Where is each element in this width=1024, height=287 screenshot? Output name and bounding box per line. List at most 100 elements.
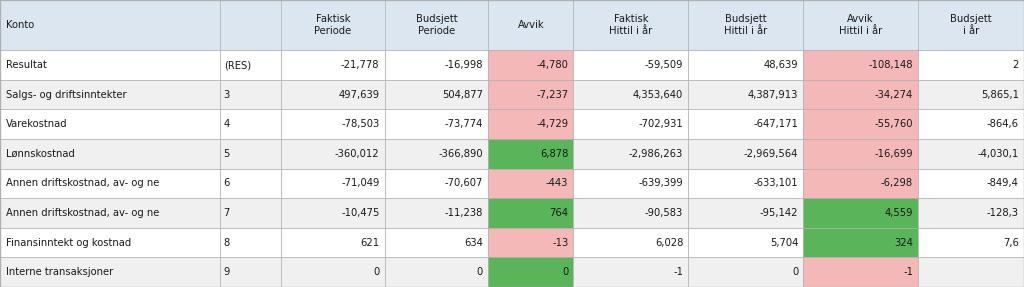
Bar [0, 198, 219, 228]
Text: Varekostnad: Varekostnad [6, 119, 68, 129]
Text: -21,778: -21,778 [341, 60, 380, 70]
Bar [688, 139, 803, 169]
Bar [219, 139, 281, 169]
Bar [803, 228, 919, 257]
Text: 6,028: 6,028 [655, 238, 683, 248]
Bar [488, 257, 573, 287]
Text: 48,639: 48,639 [764, 60, 798, 70]
Text: -16,699: -16,699 [874, 149, 913, 159]
Bar [688, 50, 803, 80]
Text: 9: 9 [223, 267, 230, 277]
Text: Budsjett
Periode: Budsjett Periode [416, 14, 457, 36]
Bar [803, 198, 919, 228]
Text: -70,607: -70,607 [444, 179, 483, 188]
Bar [688, 0, 803, 50]
Bar [688, 257, 803, 287]
Bar [0, 168, 219, 198]
Text: -633,101: -633,101 [754, 179, 798, 188]
Text: 634: 634 [464, 238, 483, 248]
Bar [219, 168, 281, 198]
Bar [219, 198, 281, 228]
Bar [281, 109, 385, 139]
Text: -360,012: -360,012 [335, 149, 380, 159]
Text: -73,774: -73,774 [444, 119, 483, 129]
Bar [803, 257, 919, 287]
Bar [0, 50, 219, 80]
Bar [281, 228, 385, 257]
Text: -702,931: -702,931 [639, 119, 683, 129]
Text: 6: 6 [223, 179, 230, 188]
Bar [385, 168, 488, 198]
Bar [919, 109, 1024, 139]
Text: -4,729: -4,729 [537, 119, 568, 129]
Text: 3: 3 [223, 90, 230, 100]
Text: -4,780: -4,780 [537, 60, 568, 70]
Text: 0: 0 [792, 267, 798, 277]
Text: 6,878: 6,878 [540, 149, 568, 159]
Text: 2: 2 [1013, 60, 1019, 70]
Bar [385, 139, 488, 169]
Text: 4: 4 [223, 119, 230, 129]
Bar [281, 168, 385, 198]
Text: 497,639: 497,639 [338, 90, 380, 100]
Bar [385, 257, 488, 287]
Text: Faktisk
Hittil i år: Faktisk Hittil i år [609, 14, 652, 36]
Bar [488, 168, 573, 198]
Bar [219, 80, 281, 109]
Text: -1: -1 [903, 267, 913, 277]
Text: Annen driftskostnad, av- og ne: Annen driftskostnad, av- og ne [6, 208, 160, 218]
Bar [0, 0, 219, 50]
Text: 4,353,640: 4,353,640 [633, 90, 683, 100]
Text: 5,865,1: 5,865,1 [981, 90, 1019, 100]
Text: Konto: Konto [6, 20, 35, 30]
Bar [488, 80, 573, 109]
Bar [573, 80, 688, 109]
Bar [219, 257, 281, 287]
Bar [219, 109, 281, 139]
Text: 0: 0 [373, 267, 380, 277]
Bar [281, 139, 385, 169]
Bar [803, 50, 919, 80]
Text: -7,237: -7,237 [537, 90, 568, 100]
Text: 8: 8 [223, 238, 230, 248]
Bar [803, 139, 919, 169]
Bar [919, 139, 1024, 169]
Text: 324: 324 [894, 238, 913, 248]
Bar [919, 168, 1024, 198]
Text: Finansinntekt og kostnad: Finansinntekt og kostnad [6, 238, 131, 248]
Bar [803, 168, 919, 198]
Bar [219, 0, 281, 50]
Text: Avvik
Hittil i år: Avvik Hittil i år [839, 14, 883, 36]
Bar [488, 228, 573, 257]
Text: -2,969,564: -2,969,564 [743, 149, 798, 159]
Text: 504,877: 504,877 [442, 90, 483, 100]
Bar [0, 80, 219, 109]
Text: -443: -443 [546, 179, 568, 188]
Text: -639,399: -639,399 [639, 179, 683, 188]
Bar [919, 80, 1024, 109]
Bar [385, 228, 488, 257]
Text: -16,998: -16,998 [444, 60, 483, 70]
Bar [488, 139, 573, 169]
Bar [919, 257, 1024, 287]
Text: -34,274: -34,274 [874, 90, 913, 100]
Text: Annen driftskostnad, av- og ne: Annen driftskostnad, av- og ne [6, 179, 160, 188]
Text: 621: 621 [360, 238, 380, 248]
Text: 0: 0 [477, 267, 483, 277]
Bar [385, 50, 488, 80]
Text: Avvik: Avvik [517, 20, 544, 30]
Bar [0, 257, 219, 287]
Text: -90,583: -90,583 [645, 208, 683, 218]
Text: -95,142: -95,142 [760, 208, 798, 218]
Bar [803, 80, 919, 109]
Text: 764: 764 [549, 208, 568, 218]
Bar [281, 0, 385, 50]
Bar [488, 0, 573, 50]
Text: -55,760: -55,760 [874, 119, 913, 129]
Bar [488, 198, 573, 228]
Bar [803, 109, 919, 139]
Text: -1: -1 [673, 267, 683, 277]
Text: -59,509: -59,509 [645, 60, 683, 70]
Text: -71,049: -71,049 [341, 179, 380, 188]
Text: (RES): (RES) [223, 60, 251, 70]
